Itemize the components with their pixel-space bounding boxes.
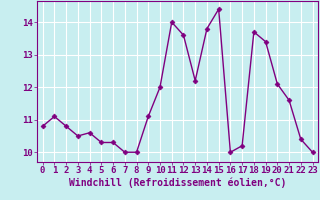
X-axis label: Windchill (Refroidissement éolien,°C): Windchill (Refroidissement éolien,°C): [69, 178, 286, 188]
